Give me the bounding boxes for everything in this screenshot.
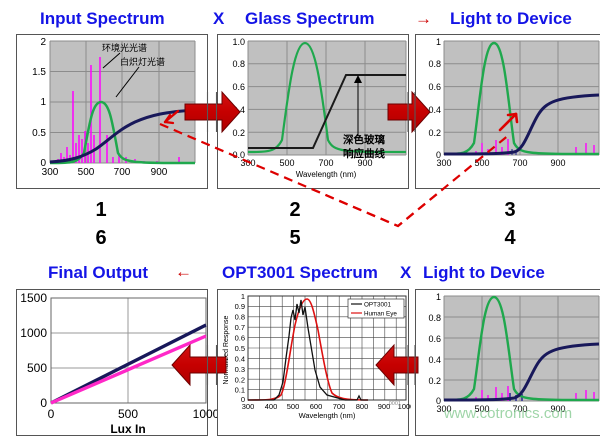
svg-text:0.6: 0.6 bbox=[428, 334, 441, 344]
svg-text:0.8: 0.8 bbox=[232, 59, 245, 69]
svg-text:0.8: 0.8 bbox=[235, 313, 245, 322]
svg-text:300: 300 bbox=[242, 402, 255, 411]
svg-text:0.2: 0.2 bbox=[232, 128, 245, 138]
svg-text:600: 600 bbox=[310, 402, 323, 411]
svg-text:0.2: 0.2 bbox=[428, 128, 441, 138]
svg-text:0.4: 0.4 bbox=[235, 355, 245, 364]
svg-text:0.1: 0.1 bbox=[235, 386, 245, 395]
svg-text:www.cotronics.com: www.cotronics.com bbox=[443, 405, 572, 422]
svg-text:环境光光谱: 环境光光谱 bbox=[102, 42, 147, 53]
svg-text:900: 900 bbox=[151, 167, 168, 178]
svg-text:0.6: 0.6 bbox=[428, 82, 441, 92]
svg-text:900: 900 bbox=[550, 158, 565, 168]
svg-text:Wavelength (nm): Wavelength (nm) bbox=[299, 411, 356, 420]
svg-text:500: 500 bbox=[279, 158, 294, 168]
svg-text:0.4: 0.4 bbox=[428, 355, 441, 365]
svg-text:0.6: 0.6 bbox=[232, 82, 245, 92]
svg-text:0.2: 0.2 bbox=[428, 376, 441, 386]
svg-text:1.0: 1.0 bbox=[232, 37, 245, 47]
svg-text:300: 300 bbox=[436, 158, 451, 168]
svg-text:1: 1 bbox=[40, 97, 46, 108]
svg-text:1: 1 bbox=[241, 292, 245, 301]
svg-text:0.7: 0.7 bbox=[235, 323, 245, 332]
svg-text:1000: 1000 bbox=[20, 326, 47, 340]
svg-text:0001: 0001 bbox=[389, 401, 401, 407]
svg-text:0: 0 bbox=[40, 396, 47, 410]
svg-text:深色玻璃: 深色玻璃 bbox=[343, 133, 385, 146]
svg-text:0.4: 0.4 bbox=[428, 105, 441, 115]
svg-text:700: 700 bbox=[333, 402, 346, 411]
svg-text:Human Eye: Human Eye bbox=[364, 311, 397, 318]
svg-text:0.9: 0.9 bbox=[235, 302, 245, 311]
svg-text:0.2: 0.2 bbox=[235, 376, 245, 385]
svg-text:白炽灯光谱: 白炽灯光谱 bbox=[120, 56, 165, 67]
svg-text:500: 500 bbox=[287, 402, 300, 411]
svg-text:0.5: 0.5 bbox=[235, 344, 245, 353]
svg-text:500: 500 bbox=[27, 361, 47, 375]
svg-text:0.6: 0.6 bbox=[235, 334, 245, 343]
svg-text:1500: 1500 bbox=[20, 291, 47, 305]
svg-text:Normalized Response: Normalized Response bbox=[223, 315, 230, 384]
svg-text:0.4: 0.4 bbox=[232, 105, 245, 115]
svg-text:2: 2 bbox=[40, 37, 46, 48]
svg-text:0.8: 0.8 bbox=[428, 313, 441, 323]
svg-text:0.8: 0.8 bbox=[428, 59, 441, 69]
svg-text:Wavelength (nm): Wavelength (nm) bbox=[296, 170, 357, 179]
svg-text:1.5: 1.5 bbox=[32, 67, 46, 78]
svg-text:1: 1 bbox=[436, 292, 441, 302]
svg-text:500: 500 bbox=[78, 167, 95, 178]
svg-text:500: 500 bbox=[118, 407, 138, 421]
svg-text:OPT3001: OPT3001 bbox=[364, 302, 391, 309]
svg-text:Lux In: Lux In bbox=[110, 422, 145, 436]
svg-text:500: 500 bbox=[474, 158, 489, 168]
svg-text:0: 0 bbox=[48, 407, 55, 421]
svg-text:0.5: 0.5 bbox=[32, 128, 46, 139]
svg-text:1: 1 bbox=[436, 37, 441, 47]
svg-text:300: 300 bbox=[240, 158, 255, 168]
svg-text:700: 700 bbox=[114, 167, 131, 178]
svg-text:800: 800 bbox=[356, 402, 369, 411]
svg-text:1000: 1000 bbox=[193, 407, 218, 421]
svg-text:0.3: 0.3 bbox=[235, 365, 245, 374]
svg-text:400: 400 bbox=[265, 402, 278, 411]
svg-text:响应曲线: 响应曲线 bbox=[343, 147, 385, 160]
svg-text:700: 700 bbox=[512, 158, 527, 168]
svg-text:700: 700 bbox=[318, 158, 333, 168]
svg-text:300: 300 bbox=[42, 167, 59, 178]
